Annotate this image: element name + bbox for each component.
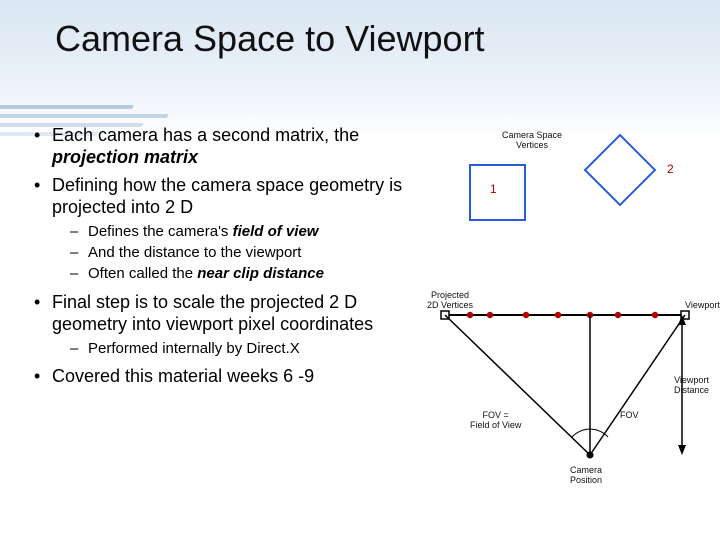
diagram-svg	[430, 130, 710, 510]
label-camera-position: CameraPosition	[570, 465, 602, 486]
label-fov: FOV	[620, 410, 639, 420]
slide-title: Camera Space to Viewport	[55, 18, 485, 60]
sub-bullet-2: And the distance to the viewport	[52, 244, 425, 262]
label-shape-2: 2	[667, 163, 674, 177]
bullet-2: Defining how the camera space geometry i…	[30, 175, 425, 284]
bullet-1: Each camera has a second matrix, the pro…	[30, 125, 425, 169]
sub-bullet-3: Often called the near clip distance	[52, 265, 425, 283]
label-viewport-distance: ViewportDistance	[674, 375, 709, 396]
bullet-3: Final step is to scale the projected 2 D…	[30, 292, 425, 358]
label-camera-space-vertices: Camera SpaceVertices	[502, 130, 562, 151]
label-fov-full: FOV =Field of View	[470, 410, 521, 431]
sub-bullet-1: Defines the camera's field of view	[52, 223, 425, 241]
label-projected-2d: Projected2D Vertices	[427, 290, 473, 311]
diagram: Camera SpaceVertices 1 2 Projected2D Ver…	[430, 130, 710, 510]
sub-bullet-4: Performed internally by Direct.X	[52, 340, 425, 358]
bullet-4: Covered this material weeks 6 -9	[30, 366, 425, 388]
slide: Camera Space to Viewport Each camera has…	[0, 0, 720, 540]
label-viewport: Viewport	[685, 300, 720, 310]
body-text: Each camera has a second matrix, the pro…	[30, 125, 425, 394]
label-shape-1: 1	[490, 183, 497, 197]
